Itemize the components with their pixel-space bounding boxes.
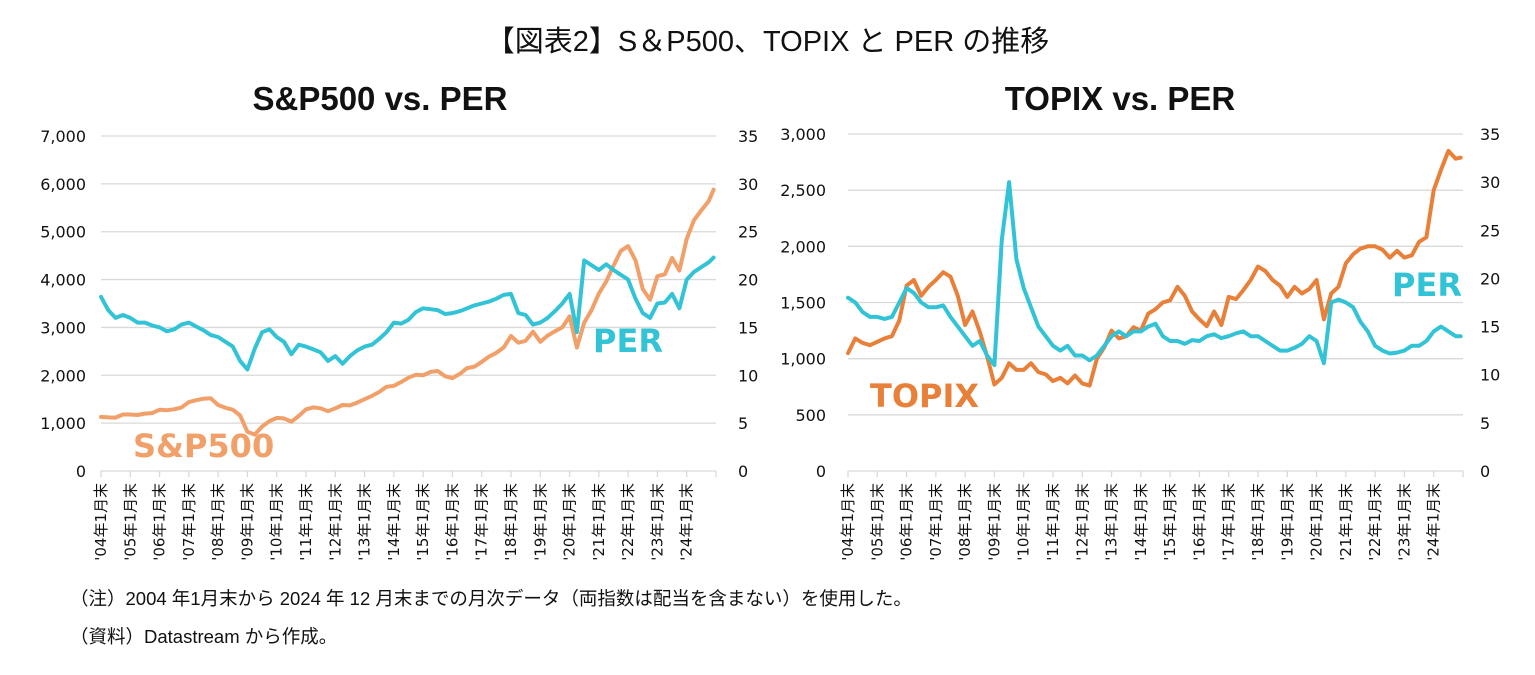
- x-tick-label: '07年1月末: [927, 483, 945, 561]
- x-tick-label: '17年1月末: [473, 483, 491, 561]
- footnote-source: （資料）Datastream から作成。: [70, 626, 338, 647]
- y2-tick-label: 15: [738, 318, 758, 337]
- x-tick-label: '09年1月末: [238, 483, 256, 561]
- y-tick-label: 0: [76, 462, 86, 481]
- y2-tick-label: 5: [1480, 414, 1490, 433]
- y2-tick-label: 0: [1480, 462, 1490, 481]
- x-tick-label: '10年1月末: [268, 483, 286, 561]
- y2-tick-label: 30: [1480, 173, 1500, 192]
- x-tick-label: '05年1月末: [868, 483, 886, 561]
- series-line-per: [99, 255, 716, 372]
- x-tick-label: '14年1月末: [385, 483, 403, 561]
- x-tick-label: '05年1月末: [121, 483, 139, 561]
- y-tick-label: 2,500: [780, 181, 826, 200]
- x-tick-label: '18年1月末: [1249, 483, 1267, 561]
- chart-0-group: 0 1,000 2,000 3,000 4,000 5,000 6,000 7,000 0 5 10…: [40, 127, 758, 561]
- x-tick-label: '17年1月末: [1220, 483, 1238, 561]
- x-tick-label: '04年1月末: [839, 483, 857, 561]
- footnote-note: （注）2004 年1月末から 2024 年 12 月末までの月次データ（両指数は…: [70, 588, 912, 609]
- x-tick-label: '23年1月末: [648, 483, 666, 561]
- y2-tick-label: 25: [738, 223, 758, 242]
- x-tick-label: '19年1月末: [531, 483, 549, 561]
- y-tick-label: 3,000: [780, 125, 826, 144]
- y-tick-label: 7,000: [40, 127, 86, 146]
- x-tick-label: '08年1月末: [209, 483, 227, 561]
- chart-title-topix: TOPIX vs. PER: [1004, 80, 1236, 117]
- x-tick-label: '11年1月末: [1044, 483, 1062, 561]
- y2-tick-label: 0: [738, 462, 748, 481]
- y2-tick-label: 20: [1480, 269, 1500, 288]
- x-tick-label: '20年1月末: [561, 483, 579, 561]
- chart-title-sp500: S&P500 vs. PER: [252, 80, 508, 117]
- figure-title: 【図表2】S＆P500、TOPIX と PER の推移: [485, 26, 1050, 58]
- y-tick-label: 1,000: [780, 350, 826, 369]
- chart-sp500-vs-per: 0 1,000 2,000 3,000 4,000 5,000 6,000 7,000 0 5 10…: [40, 125, 1500, 561]
- y-tick-label: 2,000: [40, 366, 86, 385]
- chart-1-group: 0 500 1,000 1,500 2,000 2,500 3,000 0 5 10 15 20 25 3…: [780, 125, 1500, 561]
- y2-tick-label: 25: [1480, 221, 1500, 240]
- x-tick-label: '22年1月末: [1366, 483, 1384, 561]
- series-label-per: PER: [1392, 266, 1462, 304]
- y-tick-label: 0: [816, 462, 826, 481]
- x-tick-label: '12年1月末: [1073, 483, 1091, 561]
- x-tick-label: '15年1月末: [414, 483, 432, 561]
- x-tick-label: '06年1月末: [898, 483, 916, 561]
- y-tick-label: 500: [795, 406, 826, 425]
- x-tick-label: '23年1月末: [1395, 483, 1413, 561]
- x-tick-label: '13年1月末: [1103, 483, 1121, 561]
- x-tick-label: '24年1月末: [678, 483, 696, 561]
- y2-tick-label: 30: [738, 175, 758, 194]
- x-tick-label: '18年1月末: [502, 483, 520, 561]
- x-tick-label: '20年1月末: [1308, 483, 1326, 561]
- series-line-sp500: [99, 187, 716, 437]
- x-tick-label: '11年1月末: [297, 483, 315, 561]
- y2-tick-label: 15: [1480, 318, 1500, 337]
- x-tick-label: '15年1月末: [1161, 483, 1179, 561]
- x-tick-label: '22年1月末: [619, 483, 637, 561]
- y2-tick-label: 20: [738, 271, 758, 290]
- x-tick-label: '16年1月末: [443, 483, 461, 561]
- x-tick-label: '19年1月末: [1278, 483, 1296, 561]
- x-tick-label: '14年1月末: [1132, 483, 1150, 561]
- x-tick-label: '12年1月末: [326, 483, 344, 561]
- y-tick-label: 2,000: [780, 237, 826, 256]
- x-tick-label: '10年1月末: [1015, 483, 1033, 561]
- x-tick-label: '06年1月末: [151, 483, 169, 561]
- y-tick-label: 5,000: [40, 223, 86, 242]
- x-tick-label: '04年1月末: [92, 483, 110, 561]
- x-tick-label: '08年1月末: [956, 483, 974, 561]
- x-tick-label: '09年1月末: [985, 483, 1003, 561]
- series-label-per: PER: [593, 322, 663, 360]
- series-label-sp500: S&P500: [133, 427, 274, 465]
- y2-tick-label: 35: [1480, 125, 1500, 144]
- x-tick-label: '24年1月末: [1425, 483, 1443, 561]
- x-tick-label: '16年1月末: [1190, 483, 1208, 561]
- series-line-per: [846, 180, 1463, 368]
- x-tick-label: '07年1月末: [180, 483, 198, 561]
- y-tick-label: 3,000: [40, 318, 86, 337]
- y-tick-label: 1,500: [780, 294, 826, 313]
- x-tick-label: '13年1月末: [356, 483, 374, 561]
- y2-tick-label: 5: [738, 414, 748, 433]
- y2-tick-label: 35: [738, 127, 758, 146]
- y2-tick-label: 10: [1480, 366, 1500, 385]
- y-tick-label: 1,000: [40, 414, 86, 433]
- y-tick-label: 4,000: [40, 271, 86, 290]
- series-line-topix: [846, 148, 1463, 388]
- x-tick-label: '21年1月末: [1337, 483, 1355, 561]
- series-label-topix: TOPIX: [870, 377, 979, 415]
- y2-tick-label: 10: [738, 366, 758, 385]
- x-tick-label: '21年1月末: [590, 483, 608, 561]
- y-tick-label: 6,000: [40, 175, 86, 194]
